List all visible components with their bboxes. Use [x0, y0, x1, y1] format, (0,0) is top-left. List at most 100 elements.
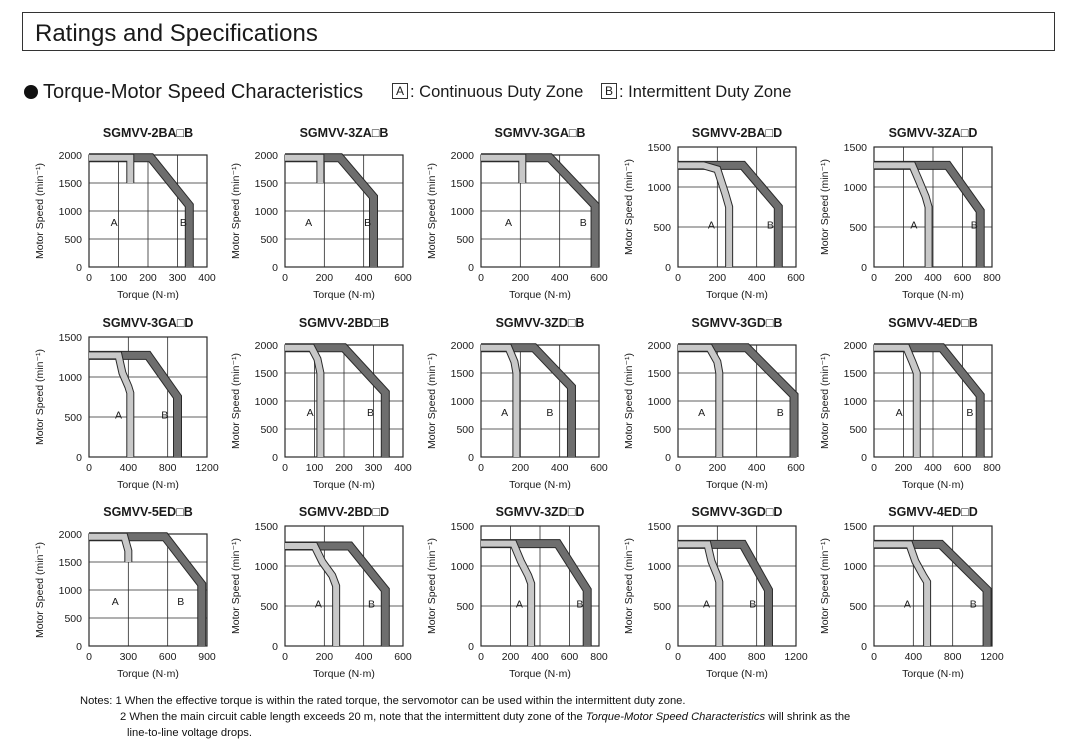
series-a-outline: [285, 343, 325, 457]
y-tick-label: 1500: [255, 521, 279, 533]
series-b-outline: [481, 343, 576, 457]
x-tick-label: 600: [590, 272, 608, 284]
y-tick-label: 2000: [844, 340, 868, 352]
x-tick-label: 0: [871, 462, 877, 474]
note-2-text-b: will shrink as the: [765, 711, 851, 723]
y-tick-label: 500: [849, 601, 867, 613]
x-axis-label: Torque (N·m): [313, 668, 375, 680]
x-tick-label: 400: [748, 462, 766, 474]
y-tick-label: 2000: [59, 529, 83, 541]
chart-4: SGMVV-2BA□D 0 200 400 600 0 500 1000 1500 Torque …: [623, 126, 805, 301]
chart-2: SGMVV-3ZA□B 0 200 400 600 0 500 1000 1500 2000 Tor…: [230, 126, 412, 301]
x-axis-label: Torque (N·m): [902, 289, 964, 301]
x-tick-label: 0: [478, 651, 484, 663]
x-tick-label: 600: [159, 651, 177, 663]
y-tick-label: 2000: [255, 340, 279, 352]
y-tick-label: 0: [665, 262, 671, 274]
x-tick-label: 200: [316, 651, 334, 663]
page-title-box: Ratings and Specifications: [22, 12, 1055, 51]
chart-title: SGMVV-2BD□B: [299, 316, 389, 330]
y-axis-label: Motor Speed (min⁻¹): [819, 159, 831, 255]
y-tick-label: 1000: [648, 396, 672, 408]
zone-label-a: A: [708, 220, 715, 232]
x-axis-label: Torque (N·m): [509, 479, 571, 491]
y-tick-label: 1500: [648, 142, 672, 154]
y-tick-label: 1000: [59, 372, 83, 384]
y-axis-label: Motor Speed (min⁻¹): [34, 163, 46, 259]
x-tick-label: 200: [335, 462, 353, 474]
chart-11: SGMVV-5ED□B 0 300 600 900 0 500 1000 1500 2000 Tor…: [34, 505, 216, 680]
series-b-outline: [285, 343, 390, 457]
y-tick-label: 500: [456, 601, 474, 613]
notes: Notes: 1 When the effective torque is wi…: [80, 693, 850, 741]
zone-label-a: A: [315, 599, 322, 611]
y-tick-label: 1000: [59, 206, 83, 218]
x-tick-label: 600: [394, 272, 412, 284]
y-tick-label: 500: [456, 424, 474, 436]
legend-continuous: A: Continuous Duty Zone: [392, 83, 583, 102]
series-a-line: [285, 543, 340, 646]
x-tick-label: 400: [531, 651, 549, 663]
y-tick-label: 0: [272, 641, 278, 653]
chart-7: SGMVV-2BD□B 0 100 200 300 400 0 500 1000 1500 2000…: [230, 316, 412, 491]
x-tick-label: 0: [282, 272, 288, 284]
x-tick-label: 0: [282, 651, 288, 663]
x-tick-label: 0: [282, 462, 288, 474]
y-tick-label: 1000: [255, 561, 279, 573]
x-tick-label: 600: [561, 651, 579, 663]
x-tick-label: 0: [478, 462, 484, 474]
y-tick-label: 1500: [451, 521, 475, 533]
x-tick-label: 200: [895, 272, 913, 284]
y-tick-label: 1500: [59, 332, 83, 344]
note-2-text-a: 2 When the main circuit cable length exc…: [120, 711, 586, 723]
y-tick-label: 500: [64, 412, 82, 424]
y-tick-label: 1500: [59, 178, 83, 190]
series-a-line: [481, 540, 535, 646]
zone-label-a: A: [112, 596, 119, 608]
y-tick-label: 0: [468, 641, 474, 653]
note-2-italic: Torque-Motor Speed Characteristics: [585, 711, 766, 723]
zone-label-a: A: [904, 599, 911, 611]
y-tick-label: 0: [76, 262, 82, 274]
y-axis-label: Motor Speed (min⁻¹): [230, 353, 242, 449]
chart-6: SGMVV-3GA□D 0 400 800 1200 0 500 1000 1500 Torque…: [34, 316, 219, 491]
x-tick-label: 1200: [195, 462, 219, 474]
series-b-outline: [89, 532, 207, 646]
zone-label-a: A: [111, 217, 118, 229]
zone-label-b: B: [364, 217, 371, 229]
y-tick-label: 500: [456, 234, 474, 246]
chart-title: SGMVV-2BD□D: [299, 505, 389, 519]
chart-3: SGMVV-3GA□B 0 200 400 600 0 500 1000 1500 2000 Tor…: [426, 126, 608, 301]
series-b-line: [678, 344, 798, 457]
y-tick-label: 500: [849, 424, 867, 436]
zone-label-b: B: [971, 220, 978, 232]
series-a-line: [89, 533, 132, 562]
series-b-outline: [285, 153, 378, 267]
y-tick-label: 0: [665, 452, 671, 464]
x-tick-label: 600: [590, 462, 608, 474]
y-tick-label: 1500: [451, 178, 475, 190]
series-a-line: [481, 344, 520, 457]
x-axis-label: Torque (N·m): [117, 479, 179, 491]
zone-label-b: B: [576, 599, 583, 611]
zone-label-b: B: [777, 407, 784, 419]
series-a-outline: [481, 539, 536, 646]
series-b-line: [481, 540, 591, 646]
x-axis-label: Torque (N·m): [509, 668, 571, 680]
x-axis-label: Torque (N·m): [313, 479, 375, 491]
x-tick-label: 400: [924, 462, 942, 474]
x-tick-label: 400: [394, 462, 412, 474]
zone-label-a: A: [698, 407, 705, 419]
y-tick-label: 1500: [451, 368, 475, 380]
series-a-line: [874, 162, 932, 267]
y-tick-label: 2000: [451, 340, 475, 352]
x-tick-label: 400: [355, 272, 373, 284]
y-tick-label: 1000: [844, 182, 868, 194]
plot-frame: [284, 525, 404, 647]
x-tick-label: 0: [86, 462, 92, 474]
series-a-outline: [481, 343, 521, 457]
x-tick-label: 800: [590, 651, 608, 663]
x-tick-label: 800: [748, 651, 766, 663]
x-tick-label: 400: [551, 462, 569, 474]
